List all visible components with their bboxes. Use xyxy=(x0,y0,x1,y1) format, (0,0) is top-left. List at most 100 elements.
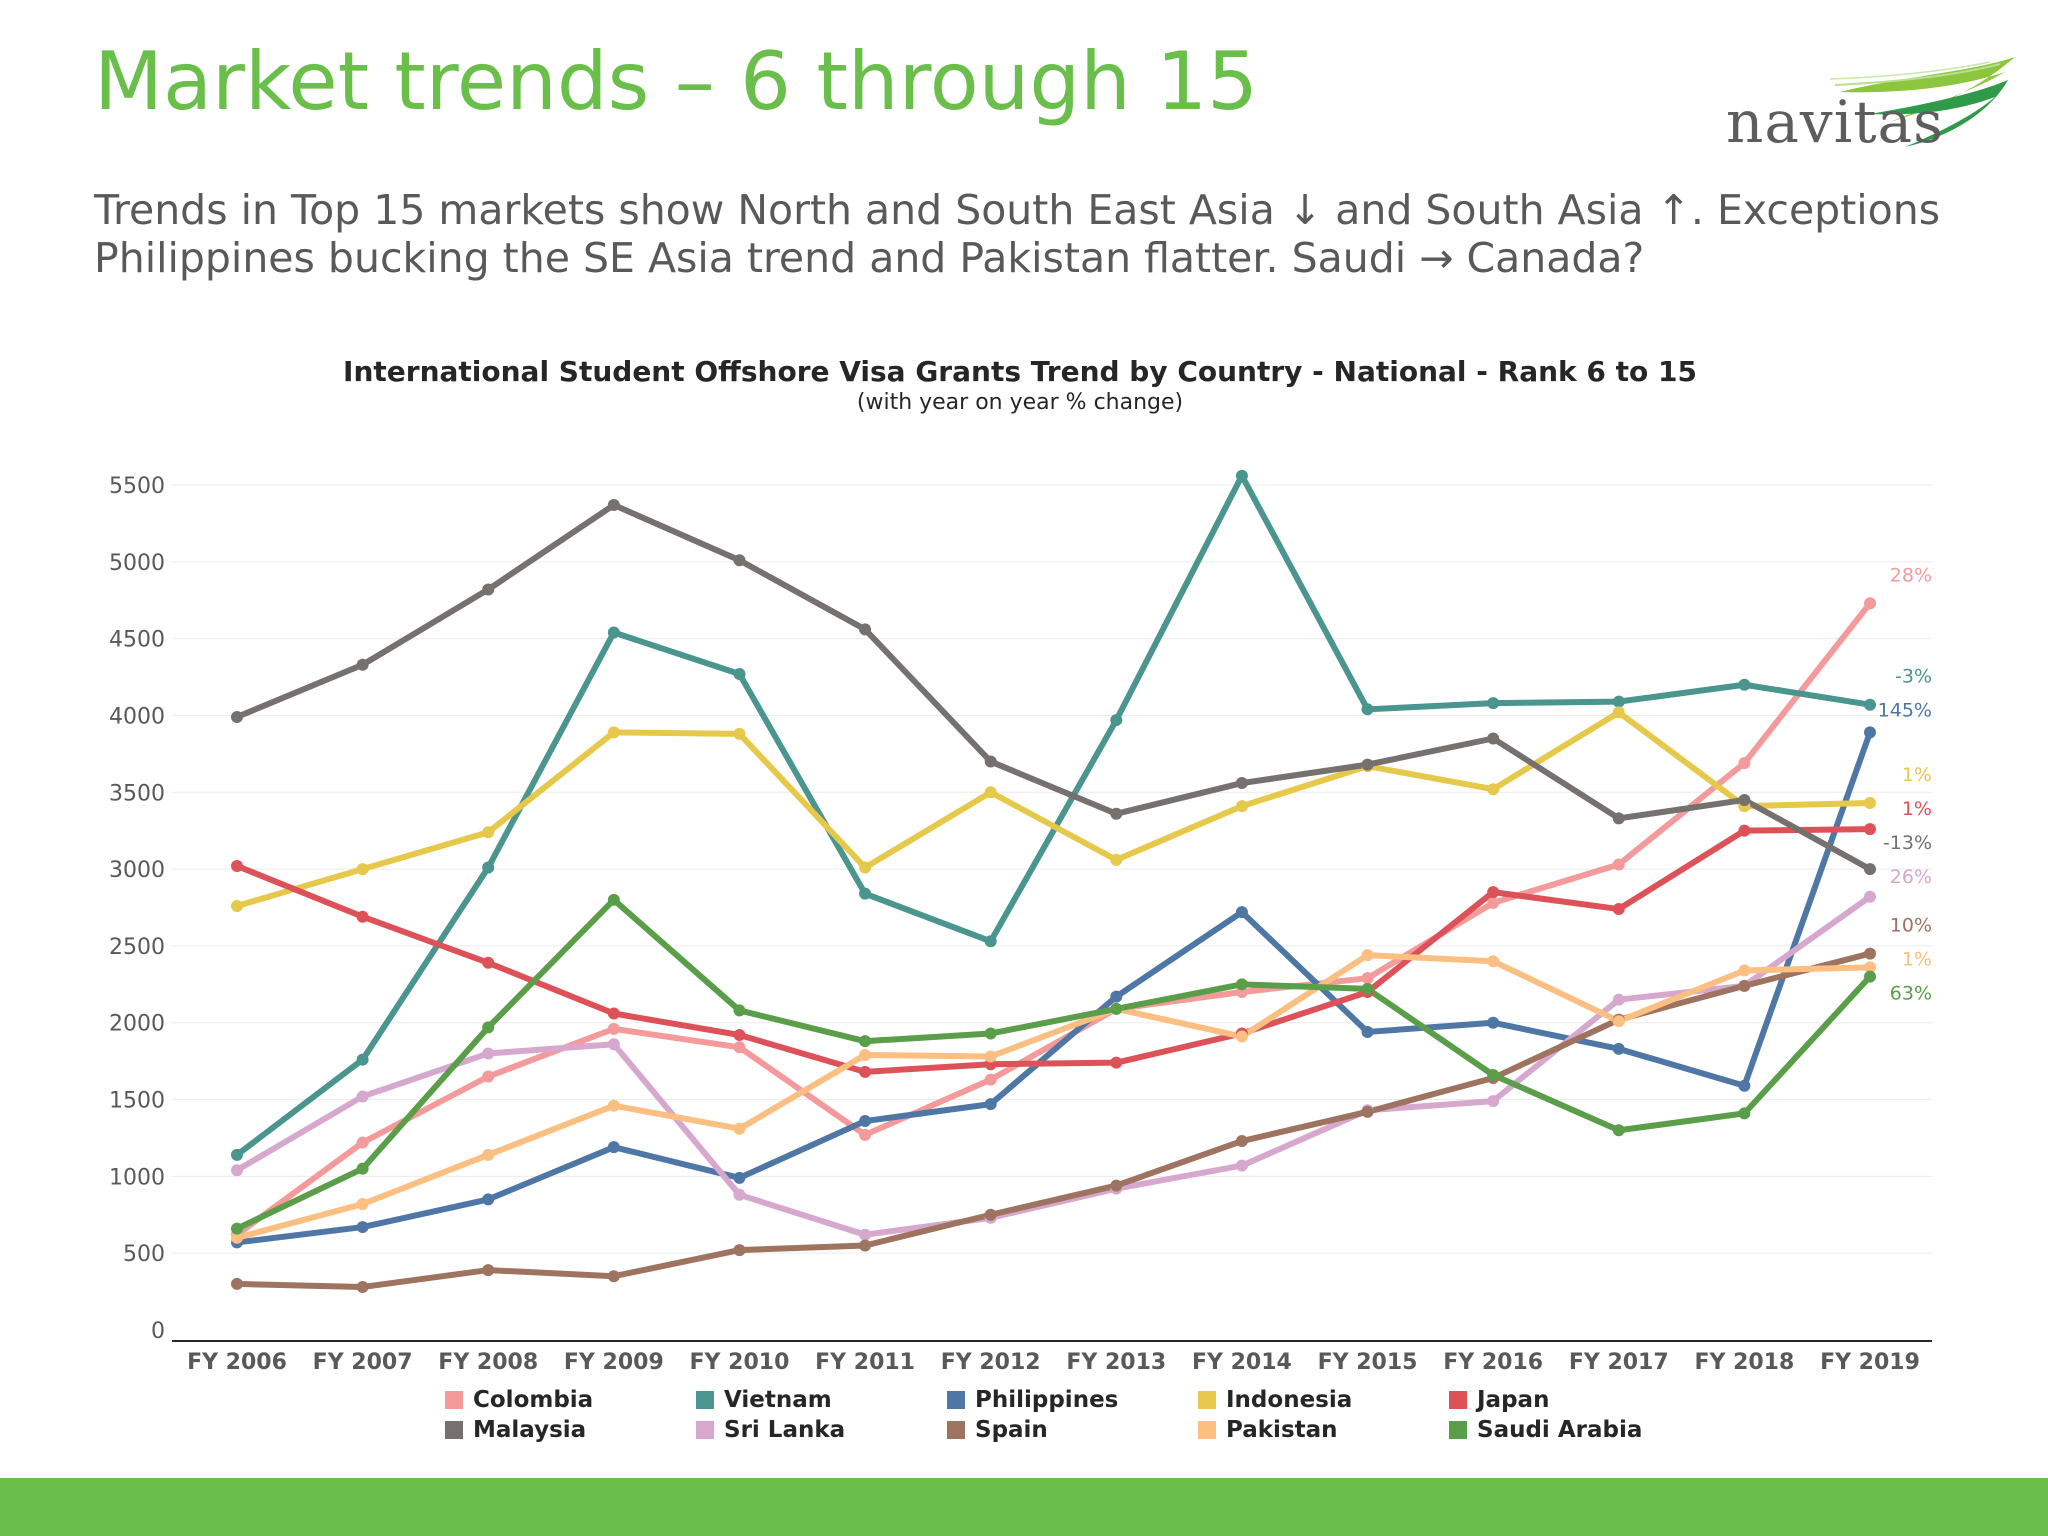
legend-swatch xyxy=(947,1391,965,1409)
data-point xyxy=(984,1050,997,1063)
legend-swatch xyxy=(947,1421,965,1439)
data-point xyxy=(356,863,369,876)
slide-subtitle: Trends in Top 15 markets show North and … xyxy=(94,186,1941,282)
series-line xyxy=(234,826,1873,1075)
data-point xyxy=(1110,853,1123,866)
data-point xyxy=(356,910,369,923)
logo-wordmark: navitas xyxy=(1726,88,1944,156)
data-point xyxy=(1487,1016,1500,1029)
data-point xyxy=(607,1141,620,1154)
x-tick-label: FY 2012 xyxy=(941,1350,1041,1375)
data-point xyxy=(984,935,997,948)
data-point xyxy=(859,1228,872,1241)
legend-label: Colombia xyxy=(473,1387,594,1413)
legend-swatch xyxy=(696,1421,714,1439)
data-point xyxy=(859,1128,872,1141)
data-point xyxy=(859,1035,872,1048)
data-point xyxy=(482,1148,495,1161)
data-point xyxy=(859,1115,872,1128)
data-point xyxy=(859,1065,872,1078)
data-point xyxy=(1738,824,1751,837)
data-point xyxy=(1738,1107,1751,1120)
x-tick-label: FY 2019 xyxy=(1820,1350,1920,1375)
y-tick-label: 2500 xyxy=(109,935,165,960)
chart-title: International Student Offshore Visa Gran… xyxy=(343,355,1697,388)
data-point xyxy=(356,1198,369,1211)
series-line xyxy=(234,896,1873,1232)
data-point xyxy=(482,1070,495,1083)
y-tick-label: 4000 xyxy=(109,704,165,729)
data-point xyxy=(984,1027,997,1040)
y-tick-label: 1000 xyxy=(109,1165,165,1190)
legend-label: Pakistan xyxy=(1226,1417,1338,1443)
slide-title: Market trends – 6 through 15 xyxy=(94,35,1259,128)
change-label: 145% xyxy=(1878,700,1932,722)
x-tick-label: FY 2013 xyxy=(1066,1350,1166,1375)
legend-item: Spain xyxy=(947,1416,1198,1444)
series-line xyxy=(234,472,1873,1158)
x-tick-label: FY 2010 xyxy=(690,1350,790,1375)
navitas-wing-icon xyxy=(1830,57,2015,147)
data-point xyxy=(1110,807,1123,820)
y-tick-label: 3000 xyxy=(109,858,165,883)
legend-label: Philippines xyxy=(975,1387,1119,1413)
data-point xyxy=(482,861,495,874)
data-point xyxy=(607,893,620,906)
data-point xyxy=(733,667,746,680)
data-point xyxy=(607,626,620,639)
y-tick-label: 5500 xyxy=(109,474,165,499)
data-point xyxy=(1864,947,1876,960)
data-point xyxy=(356,658,369,671)
data-point xyxy=(231,1148,243,1161)
x-tick-label: FY 2009 xyxy=(564,1350,664,1375)
data-point xyxy=(607,1038,620,1051)
x-tick-label: FY 2014 xyxy=(1192,1350,1292,1375)
data-point xyxy=(1361,982,1374,995)
change-label: -3% xyxy=(1895,666,1932,688)
legend-swatch xyxy=(1449,1391,1467,1409)
data-point xyxy=(1110,1179,1123,1192)
legend-label: Japan xyxy=(1477,1387,1550,1413)
data-point xyxy=(1612,1124,1625,1137)
legend-swatch xyxy=(696,1391,714,1409)
series-line xyxy=(234,600,1873,1238)
chart-legend: Colombia Vietnam Philippines Indonesia Japan… xyxy=(445,1386,1745,1444)
change-label: 26% xyxy=(1890,866,1932,888)
data-point xyxy=(356,1053,369,1066)
data-point xyxy=(1235,1135,1248,1148)
data-point xyxy=(1612,1042,1625,1055)
data-point xyxy=(607,726,620,739)
data-point xyxy=(1110,1002,1123,1015)
series-line xyxy=(234,950,1873,1290)
data-point xyxy=(859,1048,872,1061)
data-point xyxy=(984,1208,997,1221)
navitas-logo: navitas xyxy=(1720,52,2020,162)
data-point xyxy=(356,1162,369,1175)
data-point xyxy=(1235,469,1248,482)
legend-label: Vietnam xyxy=(724,1387,832,1413)
line-chart: 0 500 1000 1500 2000 2500 3000 3500 4000 4500 5000… xyxy=(109,469,1932,1375)
data-point xyxy=(231,710,243,723)
data-point xyxy=(482,1021,495,1034)
series-line xyxy=(234,709,1873,909)
data-point xyxy=(1612,993,1625,1006)
y-tick-label: 1500 xyxy=(109,1089,165,1114)
data-point xyxy=(1738,678,1751,691)
data-point xyxy=(1738,964,1751,977)
data-point xyxy=(1235,800,1248,813)
legend-item: Indonesia xyxy=(1198,1386,1449,1414)
footer-bar xyxy=(0,1478,2048,1536)
data-point xyxy=(1487,886,1500,899)
legend-item: Colombia xyxy=(445,1386,696,1414)
legend-label: Indonesia xyxy=(1226,1387,1353,1413)
data-point xyxy=(1864,726,1876,739)
chart-subtitle: (with year on year % change) xyxy=(856,390,1184,415)
data-point xyxy=(1361,949,1374,962)
data-point xyxy=(1487,732,1500,745)
data-point xyxy=(482,956,495,969)
data-point xyxy=(984,1098,997,1111)
data-point xyxy=(733,1004,746,1017)
data-point xyxy=(1361,758,1374,771)
data-point xyxy=(1864,890,1876,903)
data-point xyxy=(231,899,243,912)
